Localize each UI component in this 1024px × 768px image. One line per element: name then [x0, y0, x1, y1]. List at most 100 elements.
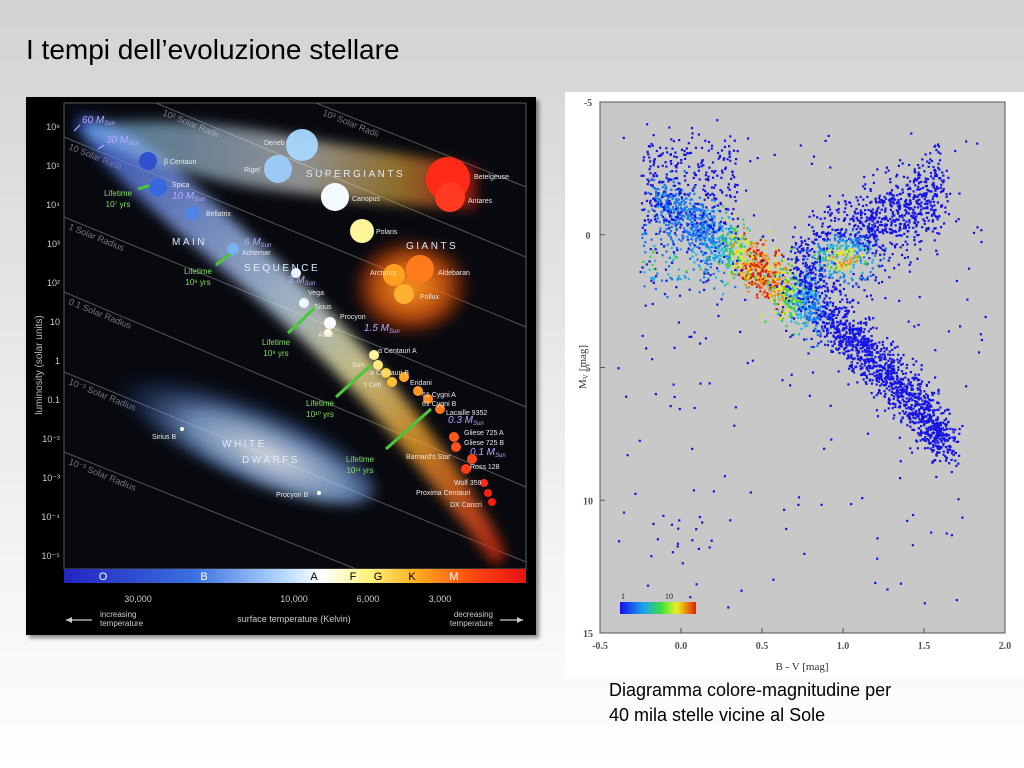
svg-text:Lifetime: Lifetime [184, 267, 213, 276]
temperature-tick: 3,000 [429, 594, 452, 604]
hr-diagram-image: 10³ Solar Radii 10² Solar Radii 10 Solar… [26, 97, 536, 635]
star-label: Bellatrix [206, 211, 231, 218]
caption-line: Diagramma colore-magnitudine per [609, 680, 892, 700]
star-label: Barnard's Star [406, 454, 451, 461]
svg-text:temperature: temperature [450, 619, 494, 628]
star-label: Sun [352, 362, 365, 369]
svg-text:3 MSun: 3 MSun [288, 275, 316, 287]
y-tick: 10⁻⁴ [41, 512, 60, 522]
y-tick: 10⁴ [46, 200, 60, 210]
lifetime-value: 10¹⁰ yrs [306, 410, 334, 419]
y-tick: 10⁻² [42, 434, 60, 444]
caption-line: 40 mila stelle vicine al Sole [609, 705, 826, 725]
star-label: Sirius B [152, 434, 176, 441]
y-tick: 10⁻⁵ [42, 551, 61, 561]
lifetime-value: 10⁹ yrs [263, 349, 288, 358]
y-tick: 10⁵ [46, 161, 60, 171]
y-tick: 10⁻³ [42, 473, 60, 483]
x-tick: 1.5 [918, 641, 931, 652]
increasing-temperature-note: increasing temperature [66, 610, 144, 628]
star-label: DX Cancri [450, 502, 482, 509]
spectral-class: B [200, 571, 207, 583]
decreasing-temperature-note: decreasing temperature [450, 610, 523, 628]
figure-caption: Diagramma colore-magnitudine per 40 mila… [609, 678, 1009, 728]
star-label: Altair [318, 332, 335, 339]
hr-y-axis-label: luminosity (solar units) [34, 315, 45, 414]
star-label: τ Ceti [364, 382, 382, 389]
y-tick: 5 [586, 364, 591, 375]
svg-text:0.3 MSun: 0.3 MSun [448, 415, 484, 427]
y-tick: 10⁶ [46, 122, 60, 132]
spectral-classes: O B A F G K M [99, 571, 459, 583]
star-label: Gliese 725 B [464, 440, 504, 447]
region-label: MAIN [172, 237, 207, 248]
lifetime-value: 10¹¹ yrs [346, 466, 373, 475]
y-tick: 0 [586, 231, 591, 242]
star-label: Pollux [420, 294, 440, 301]
star-label: Eridani [410, 380, 432, 387]
x-tick: 1.0 [837, 641, 850, 652]
temperature-tick: 10,000 [280, 594, 308, 604]
star-label: 61 Cygni B [422, 401, 457, 408]
y-tick: 15 [583, 629, 593, 640]
star-label: 61 Cygni A [422, 392, 456, 399]
cmd-x-axis-label: B - V [mag] [775, 661, 828, 673]
lifetime-labels: Lifetime 10⁷ yrs Lifetime 10⁸ yrs Lifeti… [104, 189, 375, 475]
y-tick: 0.1 [47, 395, 60, 405]
star-label: Betelgeuse [474, 174, 509, 181]
star-label: Deneb [264, 140, 285, 147]
cmd-axes: -0.5 0.0 0.5 1.0 1.5 2.0 -5 0 5 10 15 [583, 98, 1011, 652]
spectral-class: A [310, 571, 318, 583]
cmd-scatter-points [617, 119, 987, 609]
svg-text:Lifetime: Lifetime [104, 189, 133, 198]
lifetime-value: 10⁸ yrs [185, 278, 210, 287]
colorbar-label: 1 [621, 592, 625, 601]
star-label: Antares [468, 198, 493, 205]
star-label: α Centauri B [370, 370, 409, 377]
region-label: SEQUENCE [244, 263, 320, 274]
y-tick: -5 [584, 98, 592, 109]
region-label: WHITE [222, 439, 267, 450]
region-label: DWARFS [242, 455, 300, 466]
svg-text:1.5 MSun: 1.5 MSun [364, 323, 400, 335]
lifetime-value: 10⁷ yrs [106, 200, 131, 209]
spectral-class: K [408, 571, 416, 583]
spectral-class: M [449, 571, 458, 583]
svg-text:6 MSun: 6 MSun [244, 237, 272, 249]
star-label: Lacaille 9352 [446, 410, 487, 417]
color-magnitude-diagram: -0.5 0.0 0.5 1.0 1.5 2.0 -5 0 5 10 15 1 10 MV[mag]… [565, 92, 1024, 677]
region-label: SUPERGIANTS [306, 169, 405, 180]
star-label: Gliese 725 A [464, 430, 504, 437]
star-label: Ross 128 [470, 464, 500, 471]
star-label: Procyon B [276, 492, 309, 499]
cmd-colorbar: 1 10 [620, 592, 696, 614]
star-label: α Centauri A [378, 348, 417, 355]
hr-y-ticks: 10⁶ 10⁵ 10⁴ 10³ 10² 10 1 0.1 10⁻² 10⁻³ 1… [41, 122, 60, 561]
star-label: Arcturus [370, 270, 397, 277]
cmd-y-axis-label: MV[mag] [577, 345, 590, 389]
region-label: GIANTS [406, 241, 458, 252]
y-tick: 10 [583, 496, 593, 507]
star-label: Wolf 359 [454, 480, 482, 487]
svg-text:30 MSun: 30 MSun [106, 135, 140, 147]
star-labels: β Centauri Spica Bellatrix Achernar Dene… [152, 140, 509, 509]
colorbar-label: 10 [665, 592, 673, 601]
svg-text:decreasing: decreasing [454, 610, 493, 619]
x-tick: 0.0 [675, 641, 688, 652]
spectral-class: G [374, 571, 383, 583]
star-label: Aldebaran [438, 270, 470, 277]
spectral-class: O [99, 571, 108, 583]
star-label: Canopus [352, 196, 381, 203]
svg-text:10 MSun: 10 MSun [172, 191, 206, 203]
temperature-tick: 6,000 [357, 594, 380, 604]
x-tick: -0.5 [592, 641, 608, 652]
y-tick: 10 [50, 317, 60, 327]
svg-text:Lifetime: Lifetime [306, 399, 335, 408]
star-label: Spica [172, 182, 190, 189]
y-tick: 1 [55, 356, 60, 366]
star-label: Sirius [314, 304, 332, 311]
spectral-class: F [350, 571, 357, 583]
star-label: Vega [308, 290, 324, 297]
temperature-ticks: 30,000 10,000 6,000 3,000 [124, 594, 451, 604]
star-label: Polaris [376, 229, 398, 236]
